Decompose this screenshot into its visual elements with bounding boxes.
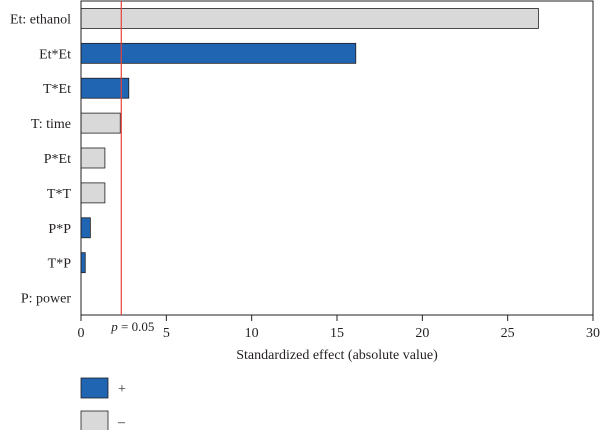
category-label-0: Et: ethanol xyxy=(10,12,71,27)
bar-7 xyxy=(80,252,86,274)
category-label-3: T: time xyxy=(31,117,71,132)
x-tick-label-3: 15 xyxy=(330,326,344,341)
bar-4 xyxy=(80,147,106,169)
legend-label-positive: + xyxy=(118,382,126,397)
category-label-8: P: power xyxy=(21,292,72,307)
bar-1 xyxy=(80,42,357,64)
x-tick-label-0: 0 xyxy=(78,326,85,341)
x-tick-label-6: 30 xyxy=(586,326,600,341)
x-tick-label-4: 20 xyxy=(415,326,429,341)
x-tick-label-5: 25 xyxy=(501,326,515,341)
legend-label-negative: – xyxy=(117,415,126,430)
x-tick-label-2: 10 xyxy=(245,326,259,341)
category-label-1: Et*Et xyxy=(39,47,71,62)
category-label-6: P*P xyxy=(48,222,71,237)
x-axis-ticks: 0 5 10 15 20 25 30 xyxy=(78,315,600,341)
bar-0 xyxy=(80,8,539,29)
significance-label-value: = 0.05 xyxy=(118,319,155,334)
significance-label: p = 0.05 xyxy=(110,319,154,334)
bar-5 xyxy=(80,182,106,204)
bar-6 xyxy=(80,217,91,239)
bar-3 xyxy=(80,112,121,134)
bars-layer xyxy=(80,8,539,274)
significance-label-p: p xyxy=(110,319,118,334)
category-labels: Et: ethanol Et*Et T*Et T: time P*Et T*T P*P T*P… xyxy=(10,12,71,306)
legend: +– xyxy=(80,377,126,430)
category-label-5: T*T xyxy=(47,187,72,202)
category-label-2: T*Et xyxy=(43,82,71,97)
legend-swatch-negative xyxy=(80,410,109,430)
x-axis-title: Standardized effect (absolute value) xyxy=(236,348,438,363)
category-label-4: P*Et xyxy=(44,152,71,167)
category-label-7: T*P xyxy=(48,257,72,272)
x-tick-label-1: 5 xyxy=(163,326,170,341)
legend-swatch-positive xyxy=(80,377,109,399)
